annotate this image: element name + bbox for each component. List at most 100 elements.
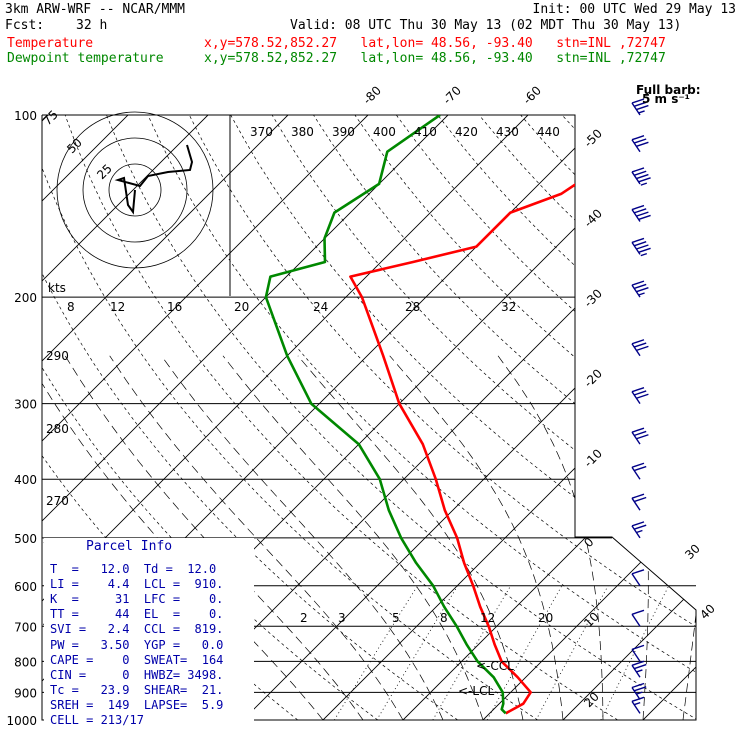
dry-adiabat-line xyxy=(42,115,458,720)
mixing-ratio-label: 28 xyxy=(405,300,420,314)
hodograph-ring xyxy=(82,137,188,243)
wind-barb-staff xyxy=(631,431,641,445)
wind-barb xyxy=(631,569,645,587)
wind-barb-flag xyxy=(633,208,647,214)
wind-barb-half xyxy=(638,292,645,296)
wind-barb-staff xyxy=(631,573,641,587)
pressure-tick-label: 900 xyxy=(14,686,37,700)
wind-barb-flag xyxy=(636,345,649,352)
wind-barb-staff xyxy=(631,700,641,714)
moist-adiabat-line xyxy=(109,355,404,720)
wind-barb xyxy=(631,493,647,511)
pressure-tick-label: 500 xyxy=(14,532,37,546)
wind-barb-staff xyxy=(631,343,641,357)
forecast-label: Fcst: xyxy=(5,18,45,33)
wind-barb xyxy=(631,386,649,405)
isotherm-line xyxy=(402,115,696,720)
mixing-ratio-label: 3 xyxy=(338,611,346,625)
right-scale-label: 40 xyxy=(697,601,718,622)
wind-barb-flag xyxy=(633,686,647,692)
mixing-ratio-line xyxy=(333,585,418,720)
wind-barb-flag xyxy=(633,170,647,176)
parcel-row: Tc = 23.9 SHEAR= 21. xyxy=(50,682,224,697)
parcel-row: PW = 3.50 YGP = 0.0 xyxy=(50,637,224,652)
wind-barb xyxy=(631,682,647,700)
pressure-tick-label: 300 xyxy=(14,398,37,412)
wind-barb-flag xyxy=(631,660,645,666)
moist-adiabat-line xyxy=(723,356,740,720)
theta-label: 410 xyxy=(414,125,437,139)
wind-barb-flag xyxy=(633,241,647,247)
mixing-ratio-label: 20 xyxy=(234,300,249,314)
theta-label: 370 xyxy=(250,125,273,139)
theta-label: 440 xyxy=(537,125,560,139)
isotherm-line xyxy=(42,115,529,720)
wind-barb xyxy=(631,237,651,257)
pressure-tick-label: 100 xyxy=(14,109,37,123)
temperature-legend: Temperature xyxy=(7,36,94,51)
dry-adiabat-line xyxy=(64,115,618,720)
parcel-row: K = 31 LFC = 0. xyxy=(50,592,224,607)
wind-barb-half xyxy=(636,529,643,534)
wind-barb-flag xyxy=(631,339,645,345)
mixing-ratio-label: 5 xyxy=(392,611,400,625)
wind-barb xyxy=(631,462,647,480)
dry-adiabat-line xyxy=(354,115,696,720)
hodograph-ring-label: 75 xyxy=(40,107,61,128)
mixing-ratio-line xyxy=(535,585,609,720)
pressure-tick-label: 600 xyxy=(14,580,37,594)
wind-barb-flag xyxy=(633,138,647,144)
wind-barb-flag xyxy=(631,609,645,615)
wind-barb-flag xyxy=(631,644,645,651)
pressure-tick-label: 800 xyxy=(14,655,37,669)
temperature-tick-label: -60 xyxy=(520,83,544,107)
wind-barb-flag xyxy=(638,247,651,253)
theta-left-label: 290 xyxy=(46,349,69,363)
pressure-tick-label: 200 xyxy=(14,291,37,305)
isotherm-line xyxy=(42,115,369,720)
isotherm-line xyxy=(642,115,696,720)
wind-barb xyxy=(631,609,645,627)
wind-barb-flag xyxy=(633,465,647,472)
wind-barb-flag xyxy=(631,386,645,393)
right-scale-label: 30 xyxy=(682,541,703,562)
dry-adiabat-line xyxy=(271,115,696,720)
valid-time: Valid: 08 UTC Thu 30 May 13 (02 MDT Thu … xyxy=(290,18,682,33)
temperature-location: x,y=578.52,852.27 lat,lon= 48.56, -93.40… xyxy=(204,36,666,51)
wind-barb-flag xyxy=(633,663,647,670)
theta-label: 380 xyxy=(291,125,314,139)
temperature-tick-label: -20 xyxy=(581,366,605,390)
ccl-marker: <-CCL xyxy=(476,659,514,673)
wind-barb-flag xyxy=(631,521,645,527)
pressure-tick-label: 400 xyxy=(14,473,37,487)
moist-adiabat-line xyxy=(222,355,484,720)
wind-barb-flag xyxy=(633,390,647,396)
mixing-ratio-label: 32 xyxy=(501,300,516,314)
mixing-ratio-line xyxy=(432,585,511,720)
wind-barb-flag xyxy=(631,696,645,703)
theta-label: 400 xyxy=(373,125,396,139)
dry-adiabat-line xyxy=(603,115,696,720)
temperature-tick-label: -70 xyxy=(440,83,464,107)
wind-barb-flag xyxy=(631,135,645,141)
isotherm-line xyxy=(482,115,696,720)
mixing-ratio-label: 12 xyxy=(480,611,495,625)
parcel-row: SVI = 2.4 CCL = 819. xyxy=(50,622,224,637)
mixing-ratio-label: 8 xyxy=(67,300,75,314)
isotherm-line xyxy=(42,115,449,720)
wind-barb-flag xyxy=(631,493,645,499)
model-title: 3km ARW-WRF -- NCAR/MMM xyxy=(5,2,186,17)
wind-barb-staff xyxy=(631,648,641,662)
dewpoint-location: x,y=578.52,852.27 lat,lon= 48.56, -93.40… xyxy=(204,51,666,66)
wind-barb-flag xyxy=(638,214,651,221)
wind-barb-flag xyxy=(631,237,645,244)
isotherm-line xyxy=(562,115,696,720)
wind-barb-flag xyxy=(631,427,645,433)
dry-adiabat-line xyxy=(520,115,696,720)
moist-adiabat-line xyxy=(497,355,604,720)
wind-barb-flag xyxy=(631,204,645,211)
wind-barb-staff xyxy=(631,687,641,700)
parcel-row: CIN = 0 HWBZ= 3498. xyxy=(50,667,224,682)
moist-adiabat-line xyxy=(682,355,696,720)
